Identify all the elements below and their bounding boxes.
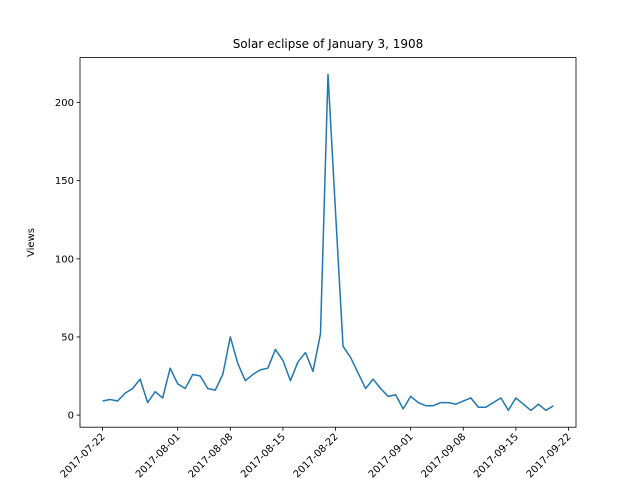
x-tick-label: 2017-09-15 <box>472 432 521 480</box>
x-tick-label: 2017-08-15 <box>239 432 288 480</box>
y-tick-label: 150 <box>55 176 74 187</box>
plot-frame <box>79 57 577 428</box>
y-tick-label: 0 <box>68 411 74 422</box>
y-tick-label: 50 <box>61 332 74 343</box>
y-tick-label: 100 <box>55 254 74 265</box>
x-tick-label: 2017-09-01 <box>367 432 416 480</box>
x-tick-label: 2017-09-22 <box>525 432 574 480</box>
x-tick-label: 2017-07-22 <box>59 432 108 480</box>
y-axis-label: Views <box>26 228 37 257</box>
x-tick-label: 2017-08-01 <box>134 432 183 480</box>
x-tick-label: 2017-09-08 <box>420 432 469 480</box>
x-tick-label: 2017-08-22 <box>292 432 341 480</box>
data-line <box>102 73 554 412</box>
x-tick-label: 2017-08-08 <box>187 432 236 480</box>
chart-title: Solar eclipse of January 3, 1908 <box>233 37 424 51</box>
y-tick-label: 200 <box>55 98 74 109</box>
